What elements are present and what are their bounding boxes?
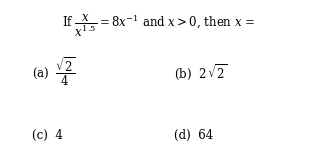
Text: (a)  $\dfrac{\sqrt{2}}{4}$: (a) $\dfrac{\sqrt{2}}{4}$ bbox=[32, 56, 75, 88]
Text: (c)  4: (c) 4 bbox=[32, 129, 62, 141]
Text: If $\dfrac{x}{x^{1.5}} = 8x^{-1}$ and $x > 0$, then $x$ =: If $\dfrac{x}{x^{1.5}} = 8x^{-1}$ and $x… bbox=[62, 12, 255, 39]
Text: (d)  64: (d) 64 bbox=[174, 129, 214, 141]
Text: (b)  $2\,\sqrt{2}$: (b) $2\,\sqrt{2}$ bbox=[174, 62, 228, 82]
